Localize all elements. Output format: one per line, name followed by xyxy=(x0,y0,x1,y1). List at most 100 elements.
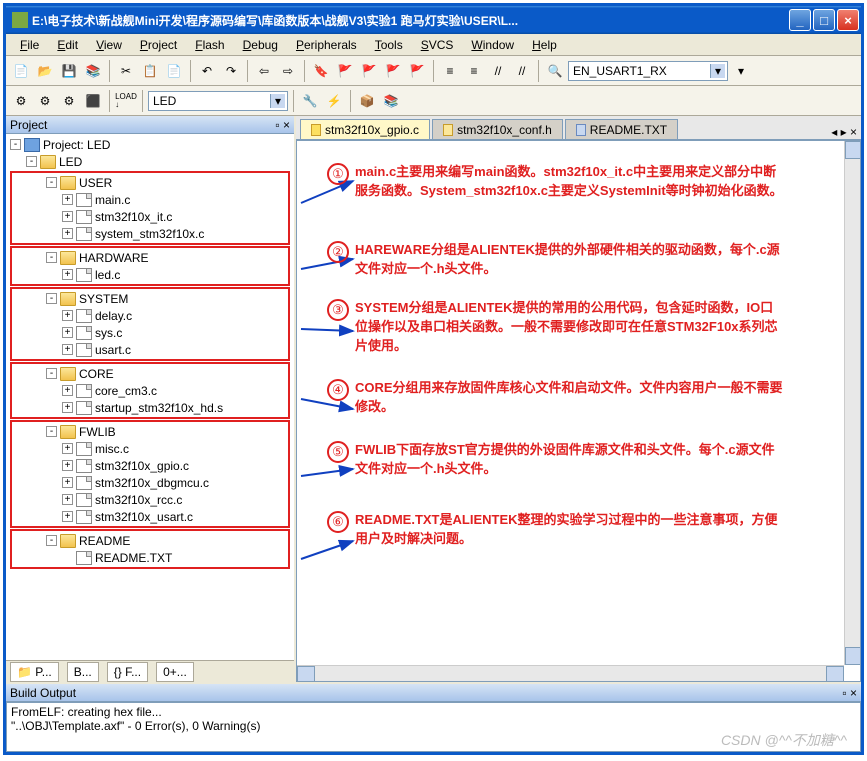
tree-file[interactable]: +stm32f10x_gpio.c xyxy=(12,457,288,474)
expand-icon[interactable]: - xyxy=(10,139,21,150)
tree-folder[interactable]: -HARDWARE xyxy=(12,249,288,266)
open-button[interactable]: 📂 xyxy=(34,60,56,82)
project-tree[interactable]: -Project: LED-LED-USER+main.c+stm32f10x_… xyxy=(6,134,294,660)
tab-nav[interactable]: ◂ ▸ × xyxy=(831,125,857,139)
indent-button[interactable]: ≡ xyxy=(439,60,461,82)
tree-folder[interactable]: -CORE xyxy=(12,365,288,382)
expand-icon[interactable]: + xyxy=(62,211,73,222)
flag3-button[interactable]: 🚩 xyxy=(382,60,404,82)
expand-icon[interactable]: + xyxy=(62,402,73,413)
stop-build-button[interactable]: ⬛ xyxy=(82,90,104,112)
menu-peripherals[interactable]: Peripherals xyxy=(288,36,365,54)
flag2-button[interactable]: 🚩 xyxy=(358,60,380,82)
project-tab[interactable]: 📁 P... xyxy=(10,662,59,682)
target-combo[interactable]: LED xyxy=(148,91,288,111)
redo-button[interactable]: ↷ xyxy=(220,60,242,82)
expand-icon[interactable]: + xyxy=(62,443,73,454)
tree-file[interactable]: +main.c xyxy=(12,191,288,208)
expand-icon[interactable]: + xyxy=(62,477,73,488)
tree-file[interactable]: +stm32f10x_it.c xyxy=(12,208,288,225)
expand-icon[interactable]: + xyxy=(62,511,73,522)
titlebar[interactable]: E:\电子技术\新战舰Mini开发\程序源码编写\库函数版本\战舰V3\实验1 … xyxy=(6,6,861,34)
tree-file[interactable]: +stm32f10x_rcc.c xyxy=(12,491,288,508)
find-combo[interactable]: EN_USART1_RX xyxy=(568,61,728,81)
horizontal-scrollbar[interactable] xyxy=(297,665,844,681)
comment-button[interactable]: // xyxy=(487,60,509,82)
menu-project[interactable]: Project xyxy=(132,36,185,54)
nav-back-button[interactable]: ⇦ xyxy=(253,60,275,82)
tree-file[interactable]: +delay.c xyxy=(12,307,288,324)
vertical-scrollbar[interactable] xyxy=(844,141,860,665)
download-button[interactable]: LOAD↓ xyxy=(115,90,137,112)
menu-edit[interactable]: Edit xyxy=(49,36,86,54)
expand-icon[interactable]: - xyxy=(46,368,57,379)
tree-file[interactable]: +led.c xyxy=(12,266,288,283)
find-icon[interactable]: 🔍 xyxy=(544,60,566,82)
menu-file[interactable]: File xyxy=(12,36,47,54)
editor-viewport[interactable]: ①main.c主要用来编写main函数。stm32f10x_it.c中主要用来定… xyxy=(296,140,861,682)
copy-button[interactable]: 📋 xyxy=(139,60,161,82)
flag1-button[interactable]: 🚩 xyxy=(334,60,356,82)
expand-icon[interactable]: + xyxy=(62,494,73,505)
project-tab[interactable]: 0+... xyxy=(156,662,194,682)
editor-tab[interactable]: stm32f10x_gpio.c xyxy=(300,119,430,139)
panel-controls[interactable]: ▫ × xyxy=(842,686,857,700)
menu-help[interactable]: Help xyxy=(524,36,565,54)
nav-fwd-button[interactable]: ⇨ xyxy=(277,60,299,82)
flag4-button[interactable]: 🚩 xyxy=(406,60,428,82)
undo-button[interactable]: ↶ xyxy=(196,60,218,82)
project-tab[interactable]: {} F... xyxy=(107,662,148,682)
expand-icon[interactable]: + xyxy=(62,344,73,355)
expand-icon[interactable]: + xyxy=(62,385,73,396)
cut-button[interactable]: ✂ xyxy=(115,60,137,82)
menu-flash[interactable]: Flash xyxy=(187,36,232,54)
tree-folder[interactable]: -SYSTEM xyxy=(12,290,288,307)
project-tab[interactable]: B... xyxy=(67,662,99,682)
tree-file[interactable]: +usart.c xyxy=(12,341,288,358)
build-all-button[interactable]: ⚙ xyxy=(58,90,80,112)
expand-icon[interactable]: + xyxy=(62,460,73,471)
expand-icon[interactable]: + xyxy=(62,194,73,205)
tree-file[interactable]: +startup_stm32f10x_hd.s xyxy=(12,399,288,416)
expand-icon[interactable]: + xyxy=(62,310,73,321)
build-button[interactable]: ⚙ xyxy=(10,90,32,112)
target-options-button[interactable]: ⚡ xyxy=(323,90,345,112)
menu-svcs[interactable]: SVCS xyxy=(413,36,462,54)
outdent-button[interactable]: ≡ xyxy=(463,60,485,82)
expand-icon[interactable]: + xyxy=(62,327,73,338)
tree-folder[interactable]: -USER xyxy=(12,174,288,191)
menu-view[interactable]: View xyxy=(88,36,130,54)
save-all-button[interactable]: 📚 xyxy=(82,60,104,82)
expand-icon[interactable]: - xyxy=(46,426,57,437)
expand-icon[interactable]: - xyxy=(26,156,37,167)
uncomment-button[interactable]: // xyxy=(511,60,533,82)
paste-button[interactable]: 📄 xyxy=(163,60,185,82)
panel-controls[interactable]: ▫ × xyxy=(275,118,290,132)
new-button[interactable]: 📄 xyxy=(10,60,32,82)
tree-folder[interactable]: -LED xyxy=(8,153,292,170)
menu-tools[interactable]: Tools xyxy=(367,36,411,54)
expand-icon[interactable]: - xyxy=(46,177,57,188)
tree-folder[interactable]: -README xyxy=(12,532,288,549)
expand-icon[interactable]: - xyxy=(46,252,57,263)
options-button[interactable]: 🔧 xyxy=(299,90,321,112)
tree-file[interactable]: +core_cm3.c xyxy=(12,382,288,399)
tree-folder[interactable]: -FWLIB xyxy=(12,423,288,440)
tree-file[interactable]: README.TXT xyxy=(12,549,288,566)
tree-folder[interactable]: -Project: LED xyxy=(8,136,292,153)
menu-debug[interactable]: Debug xyxy=(235,36,286,54)
menu-window[interactable]: Window xyxy=(463,36,522,54)
editor-tab[interactable]: README.TXT xyxy=(565,119,678,139)
manage-button[interactable]: 📦 xyxy=(356,90,378,112)
minimize-button[interactable]: _ xyxy=(789,9,811,31)
editor-tab[interactable]: stm32f10x_conf.h xyxy=(432,119,563,139)
expand-icon[interactable]: - xyxy=(46,293,57,304)
find-next-button[interactable]: ▾ xyxy=(730,60,752,82)
maximize-button[interactable]: □ xyxy=(813,9,835,31)
tree-file[interactable]: +stm32f10x_dbgmcu.c xyxy=(12,474,288,491)
bookmark-button[interactable]: 🔖 xyxy=(310,60,332,82)
books-button[interactable]: 📚 xyxy=(380,90,402,112)
expand-icon[interactable]: - xyxy=(46,535,57,546)
expand-icon[interactable]: + xyxy=(62,269,73,280)
rebuild-button[interactable]: ⚙ xyxy=(34,90,56,112)
